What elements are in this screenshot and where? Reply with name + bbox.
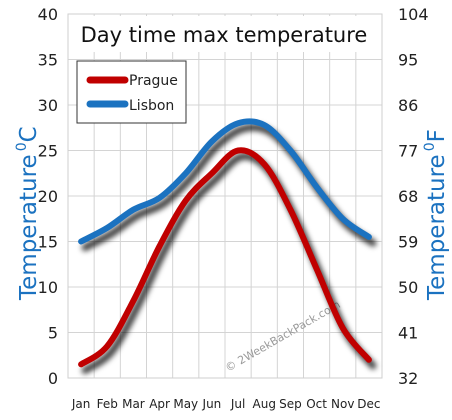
y-right-tick-label: 104 [398,5,429,24]
svg-text:Temperature0C: Temperature 0C [14,126,42,301]
legend-frame [76,60,187,124]
chart-title: Day time max temperature [81,23,368,47]
y-right-tick-label: 68 [398,187,418,206]
y-left-tick-label: 35 [38,51,58,70]
y-axis-left-label: Temperature 0C [14,126,42,301]
axis-ticks: 0 5 10 15 20 25 30 35 40 32 41 50 59 68 77 86 95 104 Jan Fe… [38,5,429,411]
y-right-tick-label: 77 [398,142,418,161]
x-tick-label: Aug [253,397,276,411]
y-left-tick-label: 40 [38,5,58,24]
y-left-tick-label: 20 [38,187,58,206]
x-tick-label: Mar [122,397,145,411]
x-tick-label: Jan [71,397,91,411]
y-right-tick-label: 86 [398,96,418,115]
y-right-tick-label: 59 [398,233,418,252]
plot-area-border [67,13,383,379]
x-tick-label: Jul [230,397,245,411]
y-right-unit-letter: F [424,129,450,142]
y-right-tick-label: 50 [398,278,418,297]
y-right-tick-label: 32 [398,369,418,388]
y-left-tick-label: 0 [48,369,58,388]
y-left-label-text: Temperature [16,154,42,301]
y-left-tick-label: 15 [38,233,58,252]
y-left-tick-label: 30 [38,96,58,115]
y-left-tick-label: 10 [38,278,58,297]
legend: Prague Lisbon [76,60,187,124]
series-line-lisbon [78,118,372,245]
x-tick-label: Feb [97,397,118,411]
x-tick-label: Apr [149,397,170,411]
svg-text:Temperature0F: Temperature 0F [422,129,450,301]
x-tick-label: Nov [331,397,354,411]
series-lines [78,118,377,374]
series-line-prague [78,147,372,368]
y-axis-right-label: Temperature 0F [422,129,450,301]
y-left-unit-superscript: 0 [14,142,30,151]
y-left-tick-label: 25 [38,142,58,161]
y-right-unit-superscript: 0 [422,142,438,151]
legend-label-prague: Prague [129,73,178,89]
x-tick-label: May [173,397,198,411]
x-tick-label: Oct [306,397,327,411]
y-left-tick-label: 5 [48,324,58,343]
x-tick-label: Sep [279,397,302,411]
x-tick-label: Jun [202,397,222,411]
y-right-tick-label: 41 [398,324,418,343]
chart-title-frame [79,16,369,52]
y-right-tick-label: 95 [398,51,418,70]
chart-title-box: Day time max temperature [79,16,369,52]
y-right-label-text: Temperature [424,154,450,301]
y-left-unit-letter: C [16,126,42,142]
legend-label-lisbon: Lisbon [129,98,174,114]
x-tick-label: Dec [357,397,380,411]
